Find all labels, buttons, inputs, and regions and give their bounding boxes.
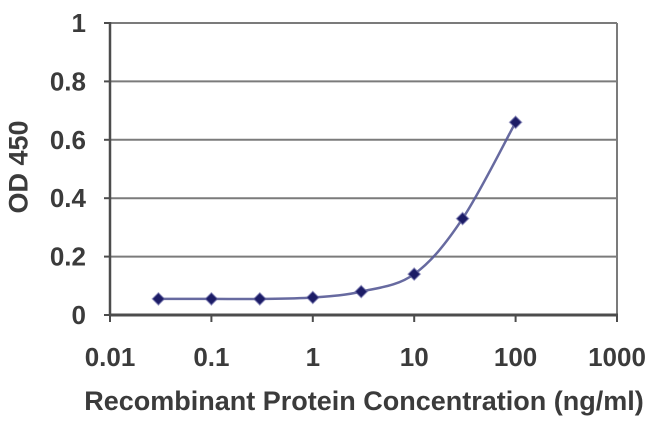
data-point-marker xyxy=(407,267,422,282)
x-axis-title: Recombinant Protein Concentration (ng/ml… xyxy=(84,386,644,416)
x-tick-label: 0.01 xyxy=(85,342,136,372)
series-line xyxy=(157,121,517,301)
y-axis-title: OD 450 xyxy=(3,120,34,214)
y-tick-label: 0 xyxy=(72,300,86,330)
x-tick-label: 1 xyxy=(306,342,320,372)
data-point-marker xyxy=(252,291,267,306)
y-tick-label: 0.6 xyxy=(50,125,86,155)
data-point-marker xyxy=(305,290,320,305)
y-tick-label: 0.2 xyxy=(50,242,86,272)
data-point-marker xyxy=(204,291,219,306)
data-point-marker xyxy=(354,284,369,299)
data-point-marker xyxy=(151,291,166,306)
y-tick-label: 0.4 xyxy=(50,183,87,213)
x-tick-label: 1000 xyxy=(588,342,646,372)
x-tick-label: 0.1 xyxy=(193,342,229,372)
x-tick-label: 10 xyxy=(400,342,429,372)
x-tick-label: 100 xyxy=(494,342,537,372)
data-point-marker xyxy=(508,115,523,130)
data-point-marker xyxy=(455,211,470,226)
y-tick-label: 0.8 xyxy=(50,66,86,96)
y-tick-label: 1 xyxy=(72,8,86,38)
